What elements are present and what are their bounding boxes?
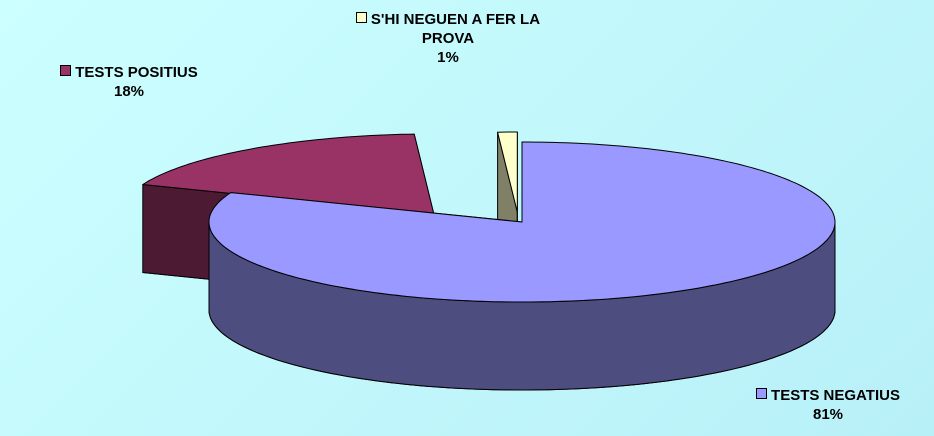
slice-label: TESTS POSITIUS 18% <box>14 63 244 101</box>
percent-label: 81% <box>812 406 844 423</box>
legend-swatch <box>756 388 768 399</box>
percent-label: 1% <box>437 49 459 66</box>
slice <box>208 141 836 303</box>
category-name: TESTS POSITIUS <box>75 64 198 81</box>
slice <box>497 131 518 213</box>
slice <box>142 133 435 215</box>
category-name: S'HI NEGUEN A FER LA PROVA <box>370 11 541 47</box>
percent-label: 18% <box>113 83 145 100</box>
legend-swatch <box>355 12 367 23</box>
legend-swatch <box>60 65 72 76</box>
slice-label: S'HI NEGUEN A FER LA PROVA 1% <box>348 10 548 67</box>
category-name: TESTS NEGATIUS <box>771 387 900 404</box>
slice-label: TESTS NEGATIUS 81% <box>728 386 928 424</box>
